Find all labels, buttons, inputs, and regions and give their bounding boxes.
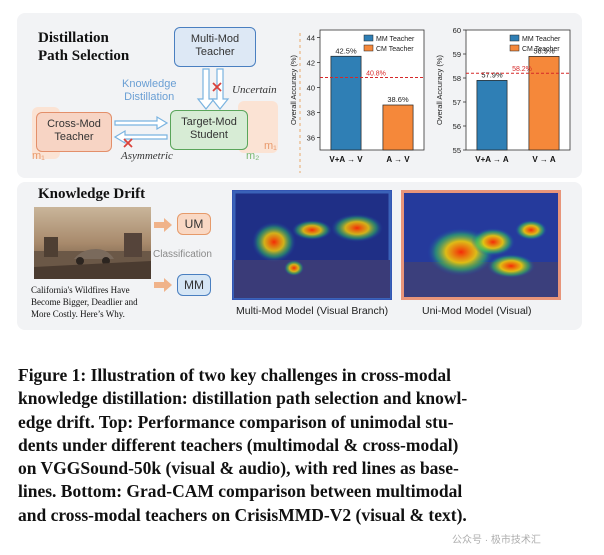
bar-mm-teacher <box>476 80 508 151</box>
left-arrow <box>113 129 168 145</box>
m2-label: m₂ <box>246 150 260 162</box>
legend-label: CM Teacher <box>376 46 414 53</box>
unimod-heatmap-caption: Uni-Mod Model (Visual) <box>422 305 532 317</box>
y-axis-label: Overall Accuracy (%) <box>435 54 444 125</box>
multimod-gradcam-heatmap <box>232 190 392 300</box>
caption-line: Figure 1: Illustration of two key challe… <box>18 365 451 385</box>
distillation-arrows <box>113 33 301 173</box>
y-tick-label: 36 <box>307 134 315 143</box>
baseline-label: 58.2% <box>512 66 532 73</box>
y-tick-label: 38 <box>307 109 315 118</box>
x-tick-label: A → V <box>386 155 410 164</box>
unimod-gradcam-heatmap <box>401 190 561 300</box>
classification-arrows <box>154 218 172 292</box>
m1-right-label: m₁ <box>264 140 277 152</box>
legend-label: CM Teacher <box>522 46 560 53</box>
wildfire-news-photo <box>34 207 151 279</box>
crossmod-teacher-line2: Teacher <box>54 131 94 143</box>
legend-swatch <box>509 44 520 52</box>
down-arrow-left <box>196 68 216 110</box>
asymmetric-label: Asymmetric <box>121 150 173 162</box>
caption-line: dents under different teachers (multimod… <box>18 434 459 455</box>
uncertain-cross-icon <box>212 82 222 92</box>
bar-mm-teacher <box>330 55 362 151</box>
bar-cm-teacher <box>382 104 414 151</box>
path-selection-title-line2: Path Selection <box>38 48 130 64</box>
arrow-to-um <box>154 218 172 232</box>
y-axis-label: Overall Accuracy (%) <box>289 54 298 125</box>
classification-label: Classification <box>153 249 212 260</box>
x-tick-label: V+A → A <box>475 155 509 164</box>
uncertain-label: Uncertain <box>232 84 277 96</box>
multimod-teacher-box: Multi-Mod Teacher <box>174 27 256 67</box>
y-tick-label: 44 <box>307 34 315 43</box>
watermark: 公众号 · 极市技术汇 <box>452 535 541 546</box>
multimod-teacher-line1: Multi-Mod <box>190 33 240 45</box>
y-tick-label: 60 <box>453 26 461 35</box>
caption-line: edge drift. Top: Performance comparison … <box>18 411 454 432</box>
y-tick-label: 42 <box>307 59 315 68</box>
legend-swatch <box>509 34 520 42</box>
multimod-heatmap-caption: Multi-Mod Model (Visual Branch) <box>236 305 389 317</box>
caption-line: lines. Bottom: Grad-CAM comparison betwe… <box>18 481 463 502</box>
chart-audio-student: 55 56 57 58 59 60 Overall Accuracy (%) 57.9% V+A… <box>435 26 571 164</box>
asymmetric-cross-icon <box>123 138 133 148</box>
bar-data-label: 58.9% <box>533 46 555 55</box>
target-student-line1: Target-Mod <box>181 116 237 128</box>
news-caption: California's Wildfires Have Become Bigge… <box>31 285 138 319</box>
legend-swatch <box>363 44 374 52</box>
bar-data-label: 38.6% <box>387 95 409 104</box>
bar-data-label: 42.5% <box>335 46 357 55</box>
y-tick-label: 59 <box>453 50 461 59</box>
crossmod-teacher-box: Cross-Mod Teacher <box>36 112 112 152</box>
knowledge-distillation-label: Knowledge Distillation <box>122 78 177 103</box>
y-tick-label: 56 <box>453 122 461 131</box>
crossmod-teacher-line1: Cross-Mod <box>47 118 101 130</box>
baseline-label: 40.8% <box>366 71 386 78</box>
bar-cm-teacher <box>528 56 560 151</box>
caption-line: knowledge distillation: distillation pat… <box>18 388 468 409</box>
legend-label: MM Teacher <box>376 36 415 43</box>
path-selection-title-line1: Distillation <box>38 30 109 46</box>
caption-line: on VGGSound-50k (visual & audio), with r… <box>18 458 459 479</box>
bar-data-label: 57.9% <box>481 70 503 79</box>
m1-label: m₁ <box>32 150 45 162</box>
chart-visual-student: 36 38 40 42 44 Overall Accuracy (%) 42.5% V+A →… <box>289 29 425 164</box>
caption-line: and cross-modal teachers on CrisisMMD-V2… <box>18 504 467 525</box>
um-box: UM <box>177 213 211 235</box>
target-student-box: Target-Mod Student <box>170 110 248 150</box>
x-tick-label: V → A <box>532 155 555 164</box>
target-student-line2: Student <box>190 129 228 141</box>
multimod-teacher-line2: Teacher <box>195 46 235 58</box>
y-tick-label: 58 <box>453 74 461 83</box>
legend-swatch <box>363 34 374 42</box>
x-tick-label: V+A → V <box>329 155 363 164</box>
arrow-to-mm <box>154 278 172 292</box>
y-tick-label: 57 <box>453 98 461 107</box>
y-tick-label: 40 <box>307 84 315 93</box>
figure-caption: Figure 1: Illustration of two key challe… <box>18 364 586 527</box>
knowledge-drift-title: Knowledge Drift <box>38 186 146 202</box>
mm-box: MM <box>177 274 211 296</box>
right-arrow <box>114 115 169 131</box>
y-tick-label: 55 <box>453 146 461 155</box>
legend-label: MM Teacher <box>522 36 561 43</box>
